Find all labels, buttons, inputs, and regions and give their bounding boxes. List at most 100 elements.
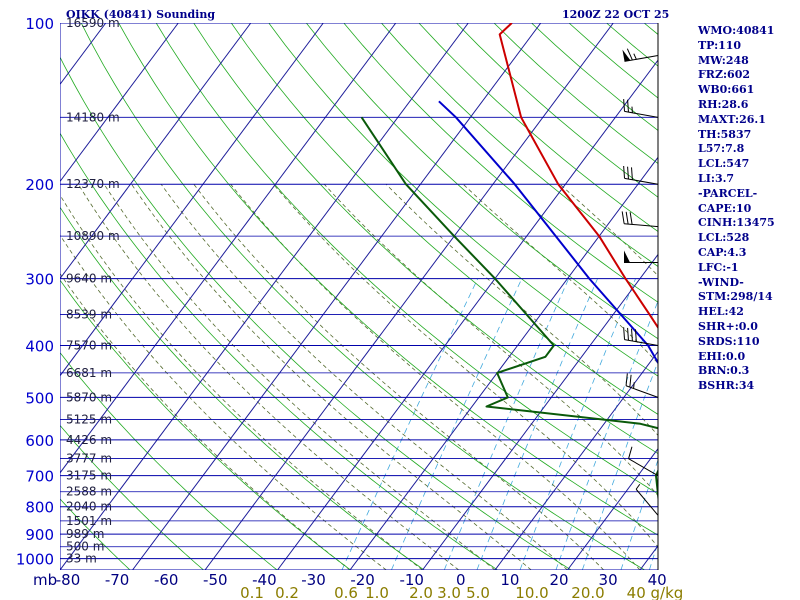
pressure-tick-label: 400 xyxy=(25,337,54,355)
height-label: 5870 m xyxy=(66,390,112,404)
mixing-ratio-label: 5.0 xyxy=(466,584,490,600)
temperature-axis-labels: mb-80 -70 -60 -50 -40 -30 -20 -10 0 10 20 30 40 xyxy=(33,571,667,589)
plot-frame xyxy=(60,23,658,570)
wind-barb xyxy=(622,48,659,62)
moist-adiabat-line xyxy=(60,194,423,570)
stat-line: -WIND- xyxy=(698,275,744,289)
dry-adiabat-line xyxy=(60,351,278,570)
height-label: 7570 m xyxy=(66,338,112,352)
isotherm-line xyxy=(422,253,658,570)
dry-adiabat-line xyxy=(60,132,498,570)
stat-line: EHI:0.0 xyxy=(698,349,746,363)
moist-adiabat-line xyxy=(193,183,605,570)
height-label: 989 m xyxy=(66,527,104,541)
wind-barb xyxy=(625,373,659,398)
dry-adiabat-line xyxy=(305,23,658,340)
mixing-ratio-line xyxy=(476,278,598,570)
mixing-ratio-line xyxy=(391,278,523,570)
parcel-trace xyxy=(438,100,658,365)
stat-line: TH:5837 xyxy=(698,127,752,141)
moist-adiabat-line xyxy=(103,183,496,570)
mixing-ratio-label: 0.1 xyxy=(240,584,264,600)
isotherm-line xyxy=(0,23,33,570)
temperature-tick-label: -40 xyxy=(252,571,277,589)
height-label: 2588 m xyxy=(66,485,112,499)
mixing-ratio-label: 2.0 xyxy=(409,584,433,600)
dry-adiabat-line xyxy=(60,56,572,570)
pressure-tick-label: 800 xyxy=(25,499,54,517)
temperature-tick-label: 30 xyxy=(599,571,618,589)
pressure-tick-label: 600 xyxy=(25,432,54,450)
height-label: 16590 m xyxy=(66,16,120,30)
wind-barb xyxy=(621,211,659,228)
isotherms xyxy=(0,23,658,570)
moist-adiabat-line xyxy=(160,183,568,570)
stats-panel: WMO:40841 TP:110 MW:248 FRZ:602 WB0:661 RH:28… xyxy=(698,24,775,394)
height-label: 1501 m xyxy=(66,514,112,528)
moist-adiabat-line xyxy=(77,183,460,570)
temperature-tick-label: -60 xyxy=(154,571,179,589)
dewpoint-trace xyxy=(360,116,658,504)
moist-adiabat-line xyxy=(273,183,658,548)
pressure-axis-labels: 100 200 300 400 500 600 700 800 900 1000 xyxy=(16,15,54,569)
wind-barb xyxy=(623,99,659,118)
moist-adiabat-line xyxy=(385,183,658,436)
stat-line: L57:7.8 xyxy=(698,142,745,156)
wind-barb xyxy=(623,165,659,185)
mixing-ratio-label: 3.0 xyxy=(437,584,461,600)
mixing-ratio-line xyxy=(620,458,658,570)
height-label: 12370 m xyxy=(66,177,120,191)
mixing-ratio-line xyxy=(555,300,658,570)
dry-adiabat-line xyxy=(118,23,658,536)
mixing-ratio-line xyxy=(581,360,658,570)
temperature-tick-label: 20 xyxy=(549,571,568,589)
dry-adiabat-line xyxy=(155,23,658,495)
isotherm-line xyxy=(60,23,397,474)
wind-barb xyxy=(624,250,658,264)
isotherm-line xyxy=(494,350,658,570)
height-label: 8539 m xyxy=(66,307,112,321)
height-label: 10890 m xyxy=(66,229,120,243)
height-label: 33 m xyxy=(66,552,97,566)
mixing-ratio-label: 20.0 xyxy=(571,584,604,600)
isotherm-line xyxy=(204,23,614,570)
wind-barb xyxy=(628,446,659,477)
stat-line: CAPE:10 xyxy=(698,201,752,215)
dry-adiabat-line xyxy=(230,23,658,415)
temperature-tick-label: 10 xyxy=(500,571,519,589)
stat-line: BSHR:34 xyxy=(698,379,755,393)
mixing-ratio-labels: 0.1 0.2 0.6 1.0 2.0 3.0 5.0 10.0 20.0 40 g/kg xyxy=(240,584,683,600)
stat-line: RH:28.6 xyxy=(698,97,749,111)
pressure-tick-label: 700 xyxy=(25,468,54,486)
moist-adiabats xyxy=(60,183,658,570)
mixing-ratio-label: 0.6 xyxy=(334,584,358,600)
temperature-tick-label: -20 xyxy=(350,571,375,589)
stat-line: STM:298/14 xyxy=(698,290,773,304)
height-label: 14180 m xyxy=(66,110,120,124)
dry-adiabat-line xyxy=(60,279,351,570)
stat-line: TP:110 xyxy=(698,38,742,52)
wind-barb xyxy=(635,483,659,516)
stat-line: FRZ:602 xyxy=(698,68,751,82)
isotherm-line xyxy=(277,59,658,570)
pressure-unit-label: mb xyxy=(33,571,57,589)
stat-line: SHR+:0.0 xyxy=(698,319,758,333)
stat-line: LCL:547 xyxy=(698,157,750,171)
dry-adiabat-line xyxy=(794,23,800,570)
sounding-traces xyxy=(360,23,658,504)
height-label: 5125 m xyxy=(66,413,112,427)
pressure-tick-label: 500 xyxy=(25,389,54,407)
temperature-tick-label: -10 xyxy=(399,571,424,589)
height-labels: 16590 m 14180 m 12370 m 10890 m 9640 m 8539 m… xyxy=(66,16,120,566)
dry-adiabat-line xyxy=(80,23,645,570)
height-label: 3175 m xyxy=(66,469,112,483)
height-label: 4426 m xyxy=(66,433,112,447)
temperature-tick-label: -80 xyxy=(56,571,81,589)
stat-line: MAXT:26.1 xyxy=(698,112,766,126)
moist-adiabat-line xyxy=(131,183,532,570)
dry-adiabat-line xyxy=(343,23,658,303)
isotherm-line xyxy=(567,447,658,570)
stat-line: WB0:661 xyxy=(698,83,755,97)
chart-title: OIKK (40841) Sounding xyxy=(66,8,216,21)
stat-line: MW:248 xyxy=(698,53,749,67)
